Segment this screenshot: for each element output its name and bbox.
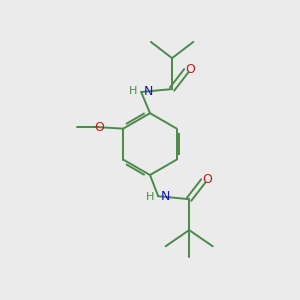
- Text: H: H: [129, 86, 138, 96]
- Text: O: O: [185, 63, 195, 76]
- Text: N: N: [160, 190, 170, 203]
- Text: H: H: [146, 192, 155, 202]
- Text: O: O: [94, 121, 104, 134]
- Text: N: N: [143, 85, 153, 98]
- Text: O: O: [202, 173, 212, 186]
